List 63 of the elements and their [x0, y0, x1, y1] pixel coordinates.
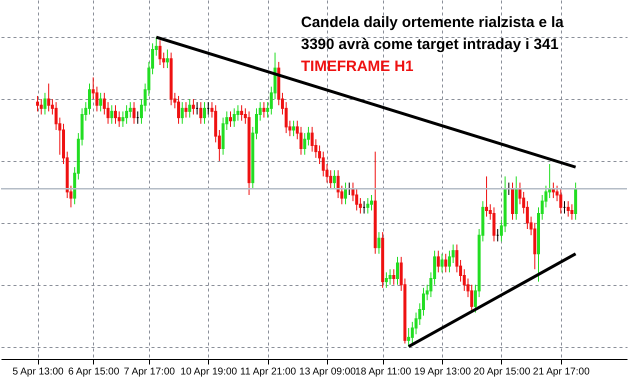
x-tick-label: 7 Apr 17:00: [124, 366, 176, 378]
candlestick: [492, 206, 496, 242]
candlestick: [95, 86, 98, 112]
annotation: TIMEFRAME H1: [301, 58, 414, 75]
candlestick: [54, 102, 58, 130]
candlestick: [166, 49, 169, 69]
x-tick-label: 6 Apr 15:00: [68, 366, 120, 378]
candlestick: [310, 126, 314, 152]
x-tick-label: 11 Apr 21:00: [240, 366, 297, 378]
candlestick: [559, 188, 562, 214]
candlestick: [236, 104, 240, 122]
candlestick: [262, 102, 266, 118]
x-tick-label: 19 Apr 13:00: [414, 366, 472, 378]
candlestick: [199, 102, 202, 124]
x-tick-label: 5 Apr 13:00: [12, 366, 64, 378]
candlestick: [188, 98, 192, 118]
candlestick: [158, 40, 162, 66]
candlestick: [303, 132, 306, 156]
candlestick: [366, 198, 370, 214]
candlestick: [110, 104, 114, 124]
candlestick: [36, 95, 40, 112]
x-tick-label: 20 Apr 15:00: [474, 366, 531, 378]
candlestick: [396, 256, 399, 286]
candlestick: [570, 204, 574, 220]
candlestick: [392, 268, 396, 286]
candlestick: [43, 92, 46, 116]
candlestick: [436, 250, 440, 273]
candlestick: [306, 126, 310, 146]
candlestick: [370, 194, 374, 211]
candlestick: [40, 98, 43, 116]
candlestick: [444, 253, 448, 273]
x-tick-label: 13 Apr 09:00: [299, 366, 356, 378]
candlestick: [180, 102, 184, 124]
candlestick: [384, 272, 388, 288]
x-tick-label: 18 Apr 11:00: [355, 366, 412, 378]
candlestick: [203, 102, 206, 124]
candlestick: [388, 268, 392, 286]
candlestick: [566, 200, 570, 218]
candlestick: [114, 104, 117, 124]
candlestick: [128, 102, 132, 118]
candlestick: [344, 182, 348, 205]
candlestick: [132, 102, 136, 124]
candlestick: [184, 102, 188, 118]
candlestick: [177, 95, 180, 124]
candlestick: [99, 92, 102, 112]
candlestick: [192, 98, 195, 116]
candlestick: [232, 108, 236, 128]
x-tick-label: 21 Apr 17:00: [532, 366, 590, 378]
candlestick: [485, 176, 488, 218]
candlestick: [125, 104, 128, 124]
candlestick: [292, 120, 296, 137]
candlestick: [240, 104, 244, 122]
chart-subtitle: 3390 avrà come target intraday i 341: [301, 36, 559, 53]
candlestick: [47, 83, 50, 112]
candlestick: [440, 253, 444, 273]
candlestick: [407, 328, 410, 348]
candlestick: [377, 232, 380, 254]
candlestick: [229, 110, 232, 128]
candlestick: [336, 170, 340, 199]
x-tick-label: 10 Apr 19:00: [180, 366, 238, 378]
chart-title: Candela daily ortemente rialzista e la: [301, 14, 564, 31]
candlestick: [358, 198, 362, 214]
candlestick: [332, 170, 336, 190]
